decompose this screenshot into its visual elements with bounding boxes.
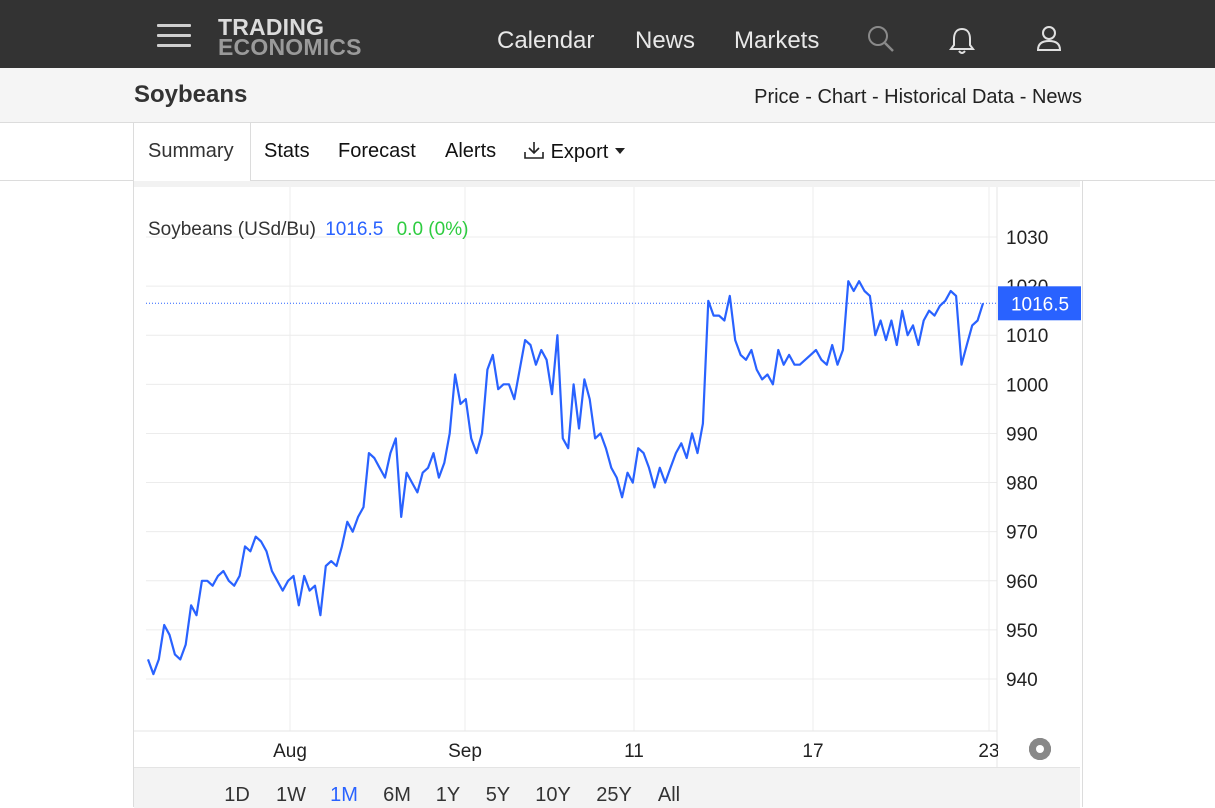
chart-name: Soybeans (USd/Bu) [148, 219, 316, 240]
sublink-chart[interactable]: Chart [817, 86, 867, 108]
search-icon[interactable] [866, 24, 896, 54]
x-tick-label: 17 [802, 741, 823, 762]
y-tick-label: 1010 [1006, 326, 1048, 347]
caret-down-icon [614, 148, 625, 154]
y-tick-label: 980 [1006, 474, 1038, 495]
y-tick-label: 1030 [1006, 228, 1048, 249]
top-nav: TRADING ECONOMICS Calendar News Markets [0, 0, 1215, 68]
chart-top-strip [134, 181, 1080, 187]
range-1m[interactable]: 1M [330, 784, 358, 806]
separator: - [805, 86, 818, 108]
chart-frame [133, 181, 1083, 807]
nav-news[interactable]: News [635, 27, 696, 54]
tab-export[interactable]: Export [523, 140, 626, 164]
range-1y[interactable]: 1Y [435, 784, 461, 806]
range-all[interactable]: All [657, 784, 681, 806]
separator: - [1019, 86, 1032, 108]
range-1d[interactable]: 1D [224, 784, 250, 806]
range-6m[interactable]: 6M [383, 784, 411, 806]
y-tick-label: 1000 [1006, 375, 1048, 396]
series-line [146, 280, 985, 676]
range-25y[interactable]: 25Y [596, 784, 632, 806]
user-icon[interactable] [1035, 24, 1063, 54]
y-tick-label: 940 [1006, 670, 1038, 691]
range-bar [134, 767, 1080, 808]
x-tick-label: Sep [448, 741, 482, 762]
range-10y[interactable]: 10Y [535, 784, 571, 806]
y-tick-label: 950 [1006, 621, 1038, 642]
tab-stats[interactable]: Stats [264, 140, 310, 162]
tab-summary[interactable]: Summary [148, 140, 234, 162]
export-label: Export [550, 141, 609, 163]
nav-markets[interactable]: Markets [734, 27, 820, 54]
chart-header: Soybeans (USd/Bu) 1016.5 0.0 (0%) [148, 219, 468, 241]
bell-icon[interactable] [948, 26, 976, 56]
download-icon [524, 142, 544, 159]
sublink-price[interactable]: Price [754, 86, 800, 108]
chart-change: 0.0 (0%) [396, 219, 469, 240]
logo-line2: ECONOMICS [218, 34, 362, 60]
x-tick-label: 11 [624, 741, 644, 762]
sublink-news[interactable]: News [1031, 86, 1082, 108]
active-tab-box [133, 123, 251, 181]
sublink-historical-data[interactable]: Historical Data [884, 86, 1015, 108]
tab-alerts[interactable]: Alerts [445, 140, 497, 162]
x-tick-label: 23 [978, 741, 999, 762]
range-1w[interactable]: 1W [276, 784, 306, 806]
page-title: Soybeans [134, 81, 248, 108]
y-tick-label: 960 [1006, 572, 1038, 593]
tab-forecast[interactable]: Forecast [338, 140, 416, 162]
subheader [0, 68, 1215, 123]
y-tick-label: 990 [1006, 424, 1038, 445]
x-tick-label: Aug [273, 741, 307, 762]
logo[interactable]: TRADING ECONOMICS [218, 14, 362, 60]
last-value-badge [998, 286, 1081, 321]
logo-line1: TRADING [218, 14, 325, 40]
nav-calendar[interactable]: Calendar [497, 27, 595, 54]
range-5y[interactable]: 5Y [485, 784, 511, 806]
last-value-label: 1016.5 [1011, 294, 1069, 315]
menu-icon[interactable] [157, 24, 191, 48]
sub-links: Price - Chart - Historical Data - News [754, 86, 1082, 109]
separator: - [871, 86, 885, 108]
chart-price: 1016.5 [325, 219, 384, 240]
gear-icon[interactable] [1028, 737, 1052, 761]
y-tick-label: 970 [1006, 523, 1038, 544]
